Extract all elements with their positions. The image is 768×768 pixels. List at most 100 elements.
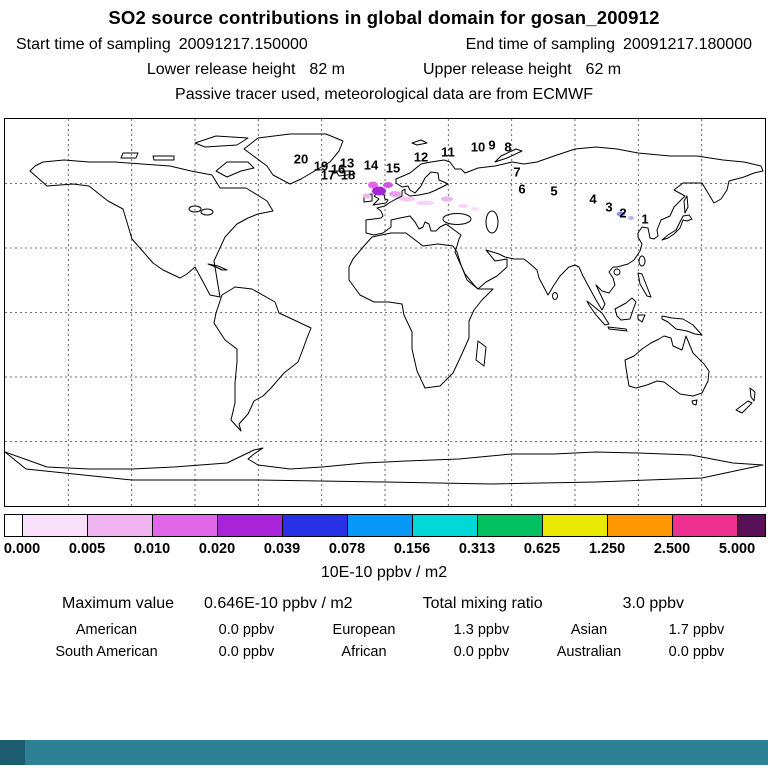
coast-new-zealand-south bbox=[735, 400, 753, 414]
coast-baffin bbox=[215, 161, 255, 178]
map-svg bbox=[5, 119, 765, 506]
colorbar-segment bbox=[543, 515, 609, 536]
colorbar-units: 10E-10 ppbv / m2 bbox=[320, 564, 448, 581]
start-time-label: Start time of sampling bbox=[16, 36, 171, 53]
footer-strip bbox=[0, 740, 768, 765]
release-point-number: 16 bbox=[330, 161, 346, 177]
tracer-line: Passive tracer used, meteorological data… bbox=[175, 86, 593, 103]
release-point-number: 14 bbox=[363, 157, 379, 173]
contribution-region-value: 0.0 ppbv bbox=[668, 644, 725, 660]
colorbar-segment bbox=[282, 515, 349, 536]
contribution-region-label: European bbox=[332, 622, 396, 638]
footer-strip-cap bbox=[0, 740, 25, 765]
colorbar-segment bbox=[22, 515, 88, 536]
release-point-number: 10 bbox=[470, 139, 486, 155]
colorbar-tick-label: 5.000 bbox=[718, 541, 756, 557]
colorbar-tick-label: 0.156 bbox=[393, 541, 431, 557]
contribution-region-value: 1.3 ppbv bbox=[453, 622, 510, 638]
coast-sulawesi bbox=[637, 314, 646, 323]
colorbar-tick-label: 0.039 bbox=[263, 541, 301, 557]
start-time-value: 20091217.150000 bbox=[178, 36, 308, 53]
contribution-region-label: African bbox=[341, 644, 387, 660]
colorbar-segment bbox=[413, 515, 479, 536]
release-height-line: Lower release height 82 m Upper release h… bbox=[0, 59, 768, 80]
coast-japan bbox=[661, 214, 693, 241]
colorbar-segment bbox=[87, 515, 153, 536]
colorbar-tick-label: 0.020 bbox=[198, 541, 236, 557]
colorbar-segment bbox=[478, 515, 544, 536]
plume-blob bbox=[441, 196, 453, 202]
start-time-group: Start time of sampling 20091217.150000 bbox=[16, 34, 308, 55]
coast-cuba bbox=[207, 263, 228, 271]
caspian-sea-icon bbox=[485, 210, 499, 234]
contribution-region-value: 0.0 ppbv bbox=[453, 644, 510, 660]
max-value: 0.646E-10 ppbv / m2 bbox=[204, 595, 353, 612]
release-point-number: 13 bbox=[339, 155, 355, 171]
coast-philippines bbox=[637, 272, 652, 298]
contribution-region-label: American bbox=[75, 622, 138, 638]
release-point-number: 15 bbox=[385, 160, 401, 176]
plume-blob bbox=[363, 193, 371, 199]
lower-height-label: Lower release height bbox=[146, 61, 296, 78]
coast-banks-island bbox=[120, 152, 139, 159]
upper-height-group: Upper release height 62 m bbox=[423, 59, 621, 80]
contribution-region-label: Australian bbox=[556, 644, 622, 660]
colorbar-tick-label: 0.010 bbox=[133, 541, 171, 557]
sampling-time-line: Start time of sampling 20091217.150000 En… bbox=[0, 34, 768, 55]
release-point-number: 4 bbox=[589, 191, 597, 207]
release-point-number: 8 bbox=[504, 139, 512, 155]
coast-madagascar bbox=[475, 340, 487, 367]
colorbar-segment bbox=[608, 515, 674, 536]
lower-height-value: 82 m bbox=[309, 61, 345, 78]
plume-blob bbox=[616, 211, 626, 217]
lower-height-group: Lower release height 82 m bbox=[147, 59, 345, 80]
black-sea-icon bbox=[442, 213, 472, 225]
upper-height-value: 62 m bbox=[585, 61, 622, 78]
map-gridlines bbox=[5, 119, 765, 506]
coast-africa bbox=[348, 232, 494, 389]
release-point-number: 18 bbox=[340, 167, 356, 183]
contribution-region-label: South American bbox=[55, 644, 158, 660]
plume-blob bbox=[372, 186, 386, 196]
great-lake-icon bbox=[200, 208, 214, 216]
plume-blob bbox=[389, 191, 401, 197]
great-lake-icon bbox=[188, 205, 202, 213]
coast-taiwan bbox=[638, 255, 646, 267]
release-point-number: 7 bbox=[513, 164, 521, 180]
release-point-number: 6 bbox=[518, 181, 526, 197]
colorbar-segment bbox=[217, 515, 283, 536]
colorbar-ticks: 0.000 0.005 0.010 0.020 0.039 0.078 0.156 0.313… bbox=[0, 541, 768, 559]
max-value-label: Maximum value bbox=[62, 595, 175, 612]
colorbar-segment bbox=[152, 515, 218, 536]
release-point-number: 5 bbox=[550, 183, 558, 199]
release-point-number: 17 bbox=[320, 167, 336, 183]
upper-height-label: Upper release height bbox=[423, 61, 572, 78]
page-title: SO2 source contributions in global domai… bbox=[108, 7, 660, 28]
coast-new-guinea bbox=[661, 315, 703, 336]
plume-blob bbox=[458, 204, 468, 208]
contribution-region-value: 1.7 ppbv bbox=[668, 622, 725, 638]
release-point-number: 3 bbox=[605, 199, 613, 215]
coast-victoria-island bbox=[152, 155, 175, 161]
coast-borneo bbox=[614, 297, 637, 321]
end-time-value: 20091217.180000 bbox=[622, 36, 752, 53]
coast-sri-lanka bbox=[552, 292, 558, 300]
coast-antarctica bbox=[5, 447, 764, 485]
release-point-number: 12 bbox=[413, 149, 429, 165]
contribution-region-value: 0.0 ppbv bbox=[218, 644, 275, 660]
release-point-number: 20 bbox=[293, 151, 309, 167]
contribution-region-label: Asian bbox=[570, 622, 608, 638]
total-mixing-ratio-label: Total mixing ratio bbox=[422, 595, 543, 612]
coast-sakhalin bbox=[683, 195, 689, 214]
coast-greenland bbox=[243, 133, 344, 185]
colorbar-tick-label: 0.625 bbox=[523, 541, 561, 557]
release-point-number: 19 bbox=[313, 158, 329, 174]
plume-blob bbox=[628, 216, 634, 220]
coast-north-america bbox=[29, 159, 274, 298]
coast-new-zealand-north bbox=[749, 387, 756, 402]
coast-iceland bbox=[335, 170, 356, 177]
coast-south-america bbox=[213, 286, 312, 432]
colorbar-tick-label: 1.250 bbox=[588, 541, 626, 557]
colorbar bbox=[4, 514, 766, 537]
